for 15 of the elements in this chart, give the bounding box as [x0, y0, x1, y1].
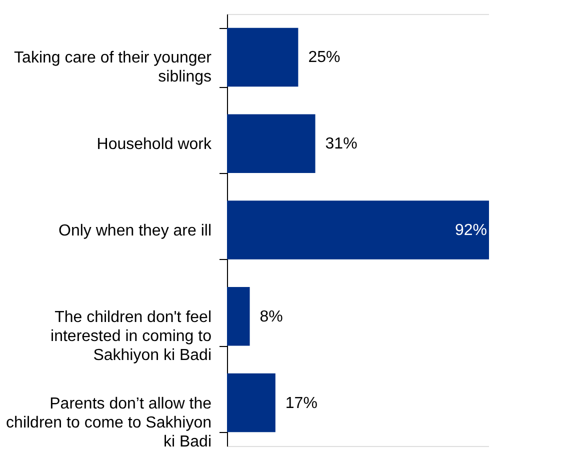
data-label: 25% — [308, 49, 340, 66]
data-label: 17% — [285, 394, 318, 412]
y-tick-label: Parents don’t allow the children to come to Sakhiyon ki Badi — [6, 395, 212, 450]
y-tick-label: Only when they are ill — [58, 222, 212, 240]
data-label: 8% — [260, 308, 283, 326]
y-tick-label: The children don't feel interested in coming to Sakhiyon ki Badi — [50, 308, 212, 364]
bar — [227, 114, 316, 173]
y-tick-label: Taking care of their younger siblings — [14, 50, 212, 86]
bar — [227, 28, 298, 87]
y-tick-label: Household work — [96, 136, 212, 154]
data-label: 31% — [325, 136, 358, 153]
data-label: 92% — [454, 222, 487, 239]
bar — [227, 373, 276, 432]
bar — [227, 200, 489, 260]
bar — [227, 287, 250, 346]
